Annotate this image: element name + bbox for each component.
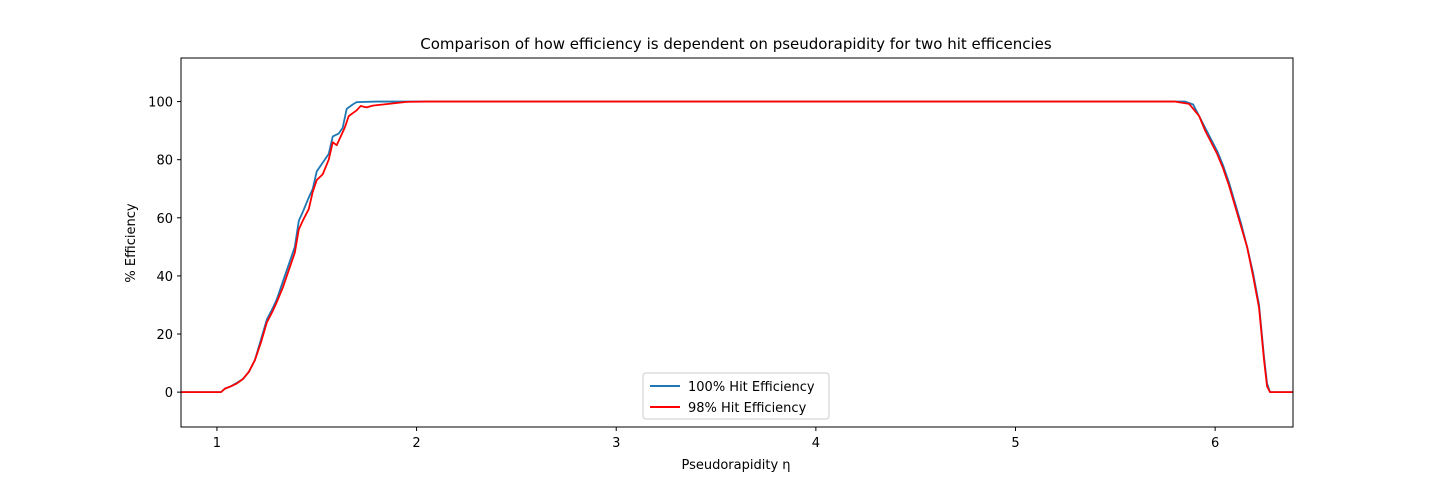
legend-entry-98-hit-efficiency: 98% Hit Efficiency: [688, 401, 807, 416]
series-line-98-hit-efficiency: [181, 100, 1293, 394]
x-tick-label: 2: [412, 436, 420, 451]
y-axis-label: % Efficiency: [124, 203, 139, 282]
x-tick-label: 6: [1211, 436, 1219, 451]
x-tick-label: 4: [812, 436, 820, 451]
y-tick-label: 40: [156, 270, 173, 285]
legend-box: [642, 372, 830, 420]
x-tick-label: 3: [612, 436, 620, 451]
plot-lines: [181, 100, 1293, 394]
y-tick-label: 20: [156, 328, 173, 343]
x-tick-label: 1: [213, 436, 221, 451]
x-axis: 1 2 3 4 5 6: [213, 427, 1219, 451]
legend-entry-100-hit-efficiency: 100% Hit Efficiency: [688, 380, 815, 395]
y-tick-label: 60: [156, 212, 173, 227]
y-tick-label: 0: [165, 386, 173, 401]
legend: 100% Hit Efficiency 98% Hit Efficiency: [642, 372, 830, 420]
series-line-100-hit-efficiency: [181, 100, 1293, 394]
y-axis: 0 20 40 60 80 100: [148, 96, 181, 401]
x-axis-label: Pseudorapidity η: [681, 458, 790, 473]
chart-title: Comparison of how efficiency is dependen…: [420, 35, 1052, 53]
x-tick-label: 5: [1011, 436, 1019, 451]
y-tick-label: 100: [148, 96, 173, 111]
y-tick-label: 80: [156, 154, 173, 169]
plot-frame: [180, 57, 1294, 428]
